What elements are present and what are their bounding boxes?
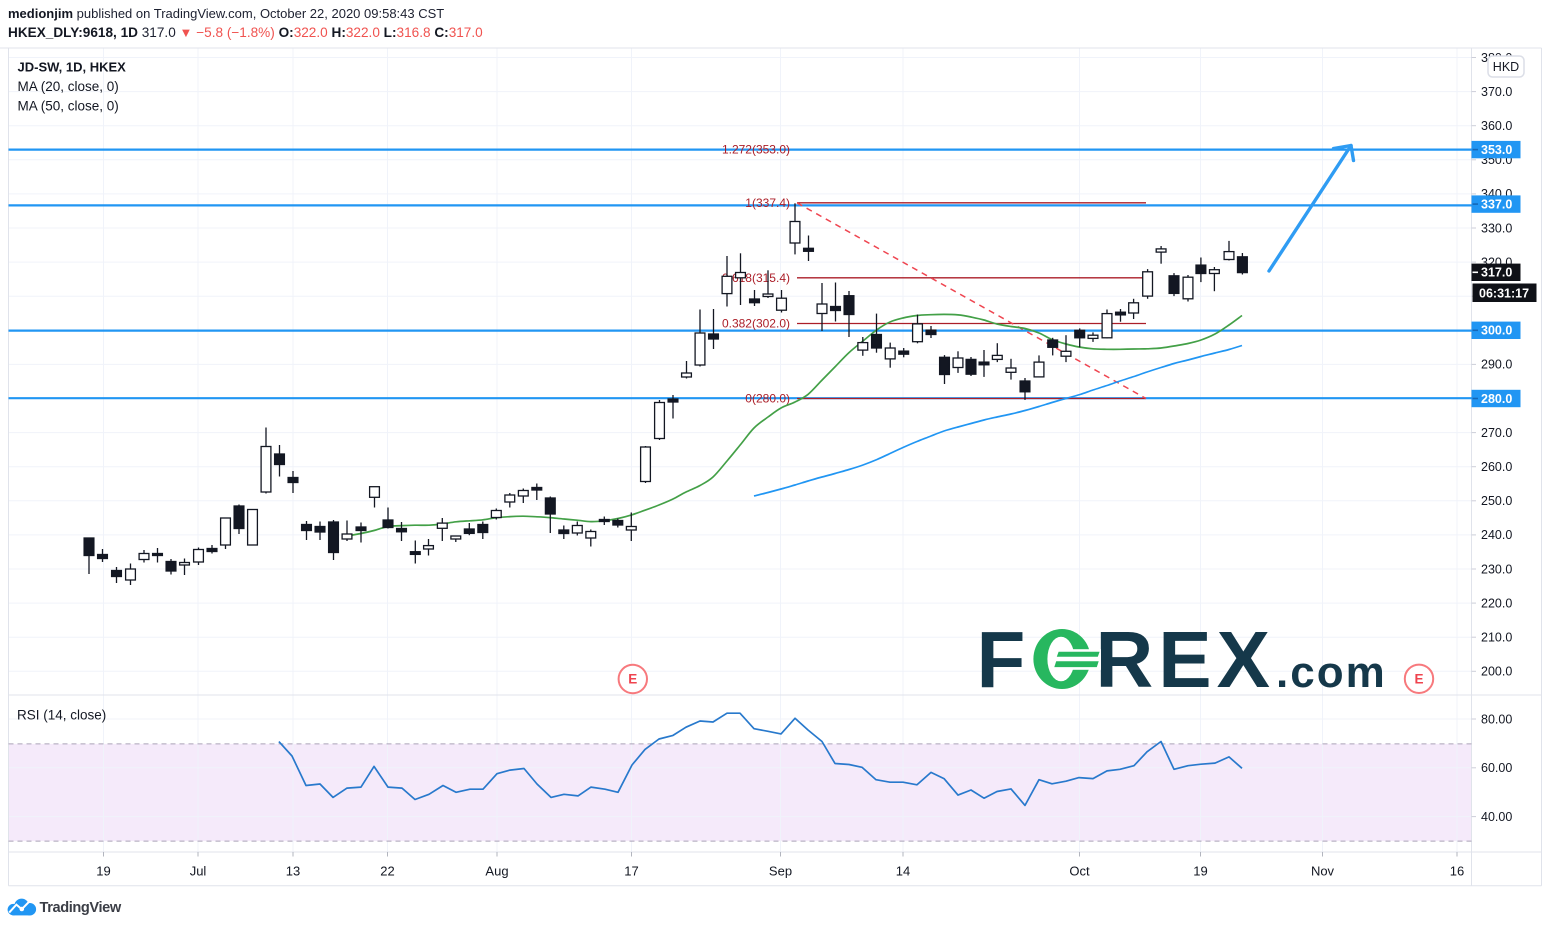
svg-text:22: 22 xyxy=(380,863,394,878)
svg-text:317.0: 317.0 xyxy=(1481,266,1512,280)
svg-text:200.0: 200.0 xyxy=(1481,665,1512,679)
svg-text:0.382(302.0): 0.382(302.0) xyxy=(722,317,790,331)
svg-text:E: E xyxy=(1414,672,1423,687)
svg-text:220.0: 220.0 xyxy=(1481,596,1512,610)
svg-text:TradingView: TradingView xyxy=(40,900,122,916)
svg-text:360.0: 360.0 xyxy=(1481,119,1512,133)
svg-text:17: 17 xyxy=(624,863,638,878)
svg-text:.com: .com xyxy=(1276,648,1387,697)
svg-text:210.0: 210.0 xyxy=(1481,631,1512,645)
svg-text:E: E xyxy=(628,672,637,687)
svg-text:REX: REX xyxy=(1096,615,1276,704)
svg-text:250.0: 250.0 xyxy=(1481,494,1512,508)
svg-text:14: 14 xyxy=(896,863,910,878)
svg-text:270.0: 270.0 xyxy=(1481,426,1512,440)
svg-text:13: 13 xyxy=(286,863,300,878)
svg-text:240.0: 240.0 xyxy=(1481,528,1512,542)
svg-text:19: 19 xyxy=(1193,863,1207,878)
svg-text:16: 16 xyxy=(1450,863,1464,878)
svg-text:40.00: 40.00 xyxy=(1481,810,1512,824)
svg-text:230.0: 230.0 xyxy=(1481,562,1512,576)
svg-text:330.0: 330.0 xyxy=(1481,221,1512,235)
svg-text:Jul: Jul xyxy=(190,863,207,878)
svg-text:HKD: HKD xyxy=(1493,60,1519,74)
svg-text:1(337.4): 1(337.4) xyxy=(745,196,790,210)
svg-text:80.00: 80.00 xyxy=(1481,712,1512,726)
svg-text:290.0: 290.0 xyxy=(1481,358,1512,372)
svg-text:Sep: Sep xyxy=(769,863,792,878)
svg-text:06:31:17: 06:31:17 xyxy=(1479,287,1529,301)
svg-text:353.0: 353.0 xyxy=(1481,143,1512,157)
svg-text:MA (20, close, 0): MA (20, close, 0) xyxy=(18,79,119,94)
svg-text:MA (50, close, 0): MA (50, close, 0) xyxy=(18,99,119,114)
svg-text:280.0: 280.0 xyxy=(1481,392,1512,406)
svg-text:Aug: Aug xyxy=(485,863,508,878)
svg-text:60.00: 60.00 xyxy=(1481,761,1512,775)
svg-text:370.0: 370.0 xyxy=(1481,85,1512,99)
svg-text:Oct: Oct xyxy=(1069,863,1090,878)
svg-text:F: F xyxy=(977,615,1027,704)
svg-text:1.272(353.0): 1.272(353.0) xyxy=(722,143,790,157)
svg-text:260.0: 260.0 xyxy=(1481,460,1512,474)
svg-text:JD-SW, 1D, HKEX: JD-SW, 1D, HKEX xyxy=(18,60,127,75)
svg-text:300.0: 300.0 xyxy=(1481,324,1512,338)
svg-text:19: 19 xyxy=(96,863,110,878)
svg-text:Nov: Nov xyxy=(1311,863,1335,878)
svg-text:337.0: 337.0 xyxy=(1481,198,1512,212)
svg-text:0(280.0): 0(280.0) xyxy=(745,392,790,406)
svg-text:RSI (14, close): RSI (14, close) xyxy=(17,708,106,723)
